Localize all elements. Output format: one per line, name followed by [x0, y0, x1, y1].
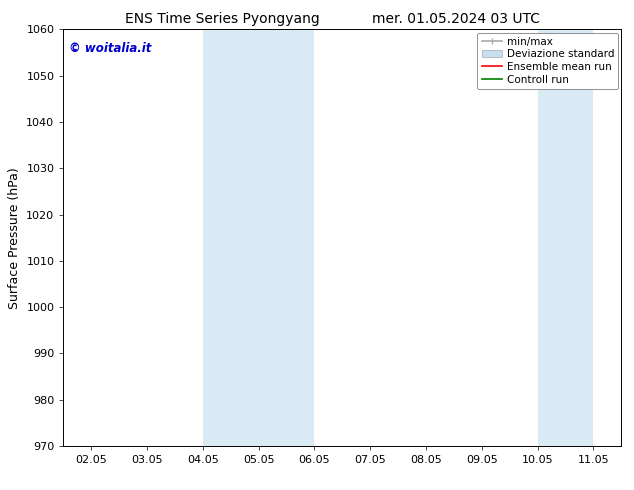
Bar: [259, 29, 314, 446]
Legend: min/max, Deviazione standard, Ensemble mean run, Controll run: min/max, Deviazione standard, Ensemble m…: [477, 32, 618, 89]
Text: mer. 01.05.2024 03 UTC: mer. 01.05.2024 03 UTC: [373, 12, 540, 26]
Bar: [203, 29, 259, 446]
Y-axis label: Surface Pressure (hPa): Surface Pressure (hPa): [8, 167, 21, 309]
Text: ENS Time Series Pyongyang: ENS Time Series Pyongyang: [124, 12, 320, 26]
Text: © woitalia.it: © woitalia.it: [69, 42, 152, 55]
Bar: [538, 29, 593, 446]
